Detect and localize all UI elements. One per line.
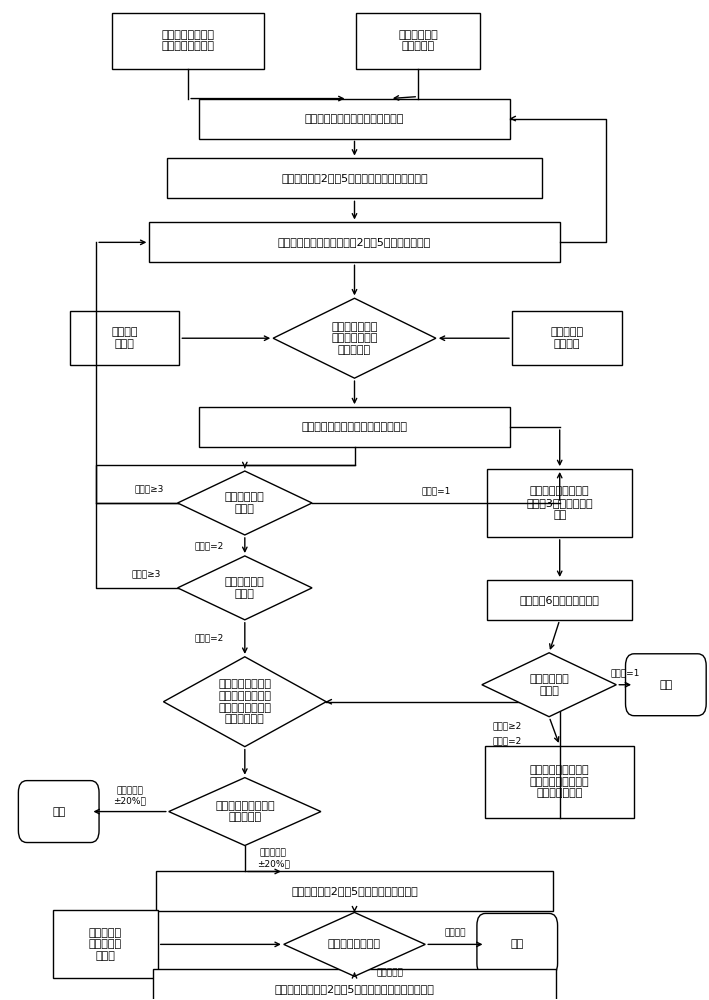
Text: 判定该车为在凌晨2时至5时违规行驶的长途客运车辆: 判定该车为在凌晨2时至5时违规行驶的长途客运车辆 (274, 984, 435, 994)
Text: 结束: 结束 (52, 807, 65, 817)
FancyBboxPatch shape (625, 654, 706, 716)
FancyBboxPatch shape (199, 99, 510, 139)
Text: 在记录集中选取该卡
口及其前后顺序任一
卡口的通行记录: 在记录集中选取该卡 口及其前后顺序任一 卡口的通行记录 (530, 765, 589, 798)
Text: 查询车辆通过卡口时
间前后3小时内的通行
记录: 查询车辆通过卡口时 间前后3小时内的通行 记录 (526, 486, 593, 520)
FancyBboxPatch shape (153, 969, 556, 1000)
FancyBboxPatch shape (157, 871, 552, 911)
Text: 比对命中: 比对命中 (445, 928, 466, 937)
Text: 分别根据通行记录
和网络分析路径求
解计算两卡口监控
点之间的距离: 分别根据通行记录 和网络分析路径求 解计算两卡口监控 点之间的距离 (218, 679, 272, 724)
Text: 生成车辆6小时通行记录集: 生成车辆6小时通行记录集 (520, 595, 600, 605)
Text: 公路卡口记录长途
客运车辆通行信息: 公路卡口记录长途 客运车辆通行信息 (162, 30, 215, 51)
Text: 记录数=2: 记录数=2 (492, 737, 521, 746)
FancyBboxPatch shape (512, 311, 622, 365)
Text: 计算行驶距离与实际
距离的误差: 计算行驶距离与实际 距离的误差 (215, 801, 274, 822)
FancyBboxPatch shape (356, 13, 480, 69)
FancyBboxPatch shape (477, 913, 557, 975)
Text: 生成长途客运车辆历史通行记录集: 生成长途客运车辆历史通行记录集 (305, 114, 404, 124)
Text: 空间叠加相交分
析获取在高速公
路上的卡口: 空间叠加相交分 析获取在高速公 路上的卡口 (331, 322, 378, 355)
FancyBboxPatch shape (112, 13, 264, 69)
Polygon shape (284, 912, 425, 976)
Text: 结束: 结束 (659, 680, 672, 690)
Text: 精确比对号牌号码: 精确比对号牌号码 (328, 939, 381, 949)
FancyBboxPatch shape (487, 580, 632, 620)
Polygon shape (273, 298, 436, 378)
Polygon shape (169, 778, 321, 846)
Text: 卡口数≥3: 卡口数≥3 (135, 485, 164, 494)
FancyBboxPatch shape (487, 469, 632, 537)
FancyBboxPatch shape (18, 781, 99, 843)
Text: 生成当日凌晨2时至5时长途客运车辆通行记录集: 生成当日凌晨2时至5时长途客运车辆通行记录集 (281, 173, 428, 183)
Polygon shape (177, 471, 312, 535)
Text: 公路卡口地
理信息库: 公路卡口地 理信息库 (550, 327, 584, 349)
Text: 误差范围在
±20%外: 误差范围在 ±20%外 (113, 786, 146, 805)
Text: 卡口数=2: 卡口数=2 (195, 541, 224, 550)
Text: 记录数≥3: 记录数≥3 (131, 569, 160, 578)
Text: 卡口数=1: 卡口数=1 (610, 668, 640, 677)
Polygon shape (164, 657, 326, 747)
FancyBboxPatch shape (486, 746, 634, 818)
Text: 结束: 结束 (510, 939, 524, 949)
Text: 比对未命中: 比对未命中 (376, 968, 403, 977)
Text: 卡口数=1: 卡口数=1 (421, 487, 450, 496)
Text: 全国接驳运
输试点车辆
信息库: 全国接驳运 输试点车辆 信息库 (89, 928, 122, 961)
Text: 卡口数≥2: 卡口数≥2 (492, 722, 521, 731)
FancyBboxPatch shape (150, 222, 559, 262)
Text: 记录数=2: 记录数=2 (195, 634, 224, 643)
Text: 路网地理
数据库: 路网地理 数据库 (111, 327, 138, 349)
Text: 抽取生成任一车辆当日凌晨2时至5时的通行记录集: 抽取生成任一车辆当日凌晨2时至5时的通行记录集 (278, 237, 431, 247)
Text: 统计车辆通行
卡口数: 统计车辆通行 卡口数 (225, 492, 264, 514)
FancyBboxPatch shape (199, 407, 510, 447)
Text: 长途客运车辆
基本信息库: 长途客运车辆 基本信息库 (398, 30, 438, 51)
Text: 生成在高速公路上的通行信息记录集: 生成在高速公路上的通行信息记录集 (301, 422, 408, 432)
FancyBboxPatch shape (53, 910, 158, 978)
Text: 误差范围在
±20%内: 误差范围在 ±20%内 (257, 849, 289, 868)
Text: 统计车辆通行
卡口数: 统计车辆通行 卡口数 (529, 674, 569, 696)
Polygon shape (482, 653, 616, 717)
Text: 该车为在凌晨2时至5时违规行驶嫌疑车辆: 该车为在凌晨2时至5时违规行驶嫌疑车辆 (291, 886, 418, 896)
FancyBboxPatch shape (167, 158, 542, 198)
Polygon shape (177, 556, 312, 620)
Text: 统计车辆通行
记录数: 统计车辆通行 记录数 (225, 577, 264, 599)
FancyBboxPatch shape (69, 311, 179, 365)
